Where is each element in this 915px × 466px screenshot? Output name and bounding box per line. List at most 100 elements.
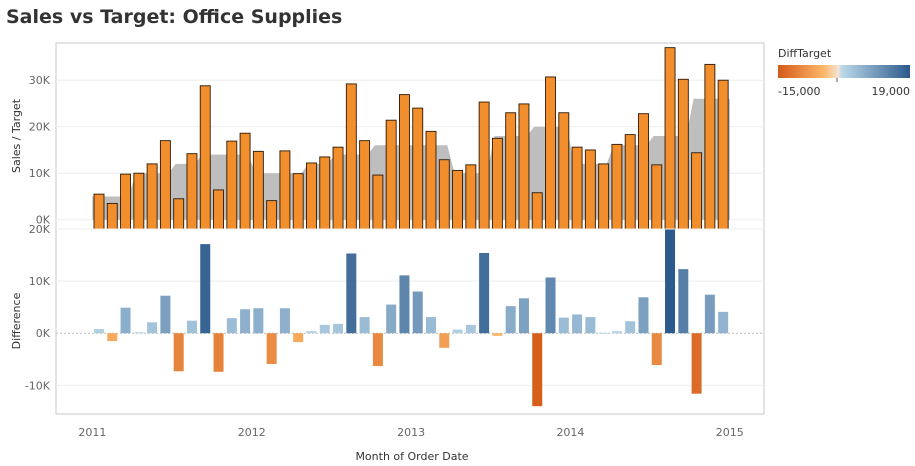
- sales-bar[interactable]: [159, 140, 171, 230]
- difference-bar[interactable]: [412, 291, 423, 334]
- sales-bar[interactable]: [664, 47, 676, 230]
- difference-bar[interactable]: [200, 244, 211, 334]
- difference-bar[interactable]: [558, 317, 569, 334]
- sales-bar[interactable]: [385, 119, 397, 230]
- difference-bar[interactable]: [319, 324, 330, 334]
- sales-bar[interactable]: [226, 140, 238, 230]
- sales-bar[interactable]: [704, 63, 716, 230]
- difference-bar[interactable]: [94, 329, 104, 334]
- sales-bar[interactable]: [598, 163, 610, 230]
- difference-bar[interactable]: [439, 333, 450, 348]
- sales-bar[interactable]: [412, 107, 424, 230]
- difference-bar[interactable]: [665, 229, 676, 334]
- sales-bar[interactable]: [558, 112, 570, 230]
- difference-bar[interactable]: [333, 323, 344, 334]
- sales-bar[interactable]: [252, 150, 264, 230]
- sales-bar[interactable]: [292, 173, 304, 230]
- difference-bar[interactable]: [426, 317, 436, 334]
- sales-bar[interactable]: [146, 163, 158, 230]
- sales-bar[interactable]: [717, 79, 729, 230]
- difference-bar[interactable]: [120, 307, 131, 334]
- sales-bar[interactable]: [452, 169, 464, 230]
- difference-bar[interactable]: [465, 324, 476, 334]
- sales-bar[interactable]: [518, 103, 530, 230]
- sales-bar[interactable]: [398, 94, 410, 230]
- sales-bar[interactable]: [93, 193, 105, 230]
- difference-bar[interactable]: [691, 333, 702, 394]
- sales-bar[interactable]: [120, 173, 132, 230]
- sales-bar[interactable]: [359, 140, 371, 230]
- difference-bar[interactable]: [704, 294, 715, 334]
- difference-bar[interactable]: [240, 309, 251, 334]
- sales-bar[interactable]: [173, 198, 185, 230]
- difference-y-axis-title: Difference: [10, 292, 23, 349]
- sales-bar[interactable]: [638, 113, 649, 230]
- difference-bar[interactable]: [651, 333, 662, 366]
- difference-bar[interactable]: [718, 311, 729, 334]
- difference-bar[interactable]: [492, 333, 503, 336]
- sales-bar[interactable]: [611, 143, 623, 230]
- sales-bar[interactable]: [345, 83, 357, 230]
- difference-bar[interactable]: [545, 277, 556, 334]
- sales-bar[interactable]: [545, 76, 556, 230]
- difference-bar[interactable]: [253, 308, 264, 334]
- sales-bar[interactable]: [491, 137, 503, 230]
- sales-bar[interactable]: [306, 162, 317, 230]
- difference-bar[interactable]: [359, 317, 370, 334]
- sales-bar[interactable]: [425, 130, 437, 230]
- difference-bar[interactable]: [279, 308, 290, 334]
- sales-bar[interactable]: [624, 134, 636, 230]
- sales-bar[interactable]: [584, 149, 596, 230]
- difference-bar[interactable]: [399, 275, 410, 334]
- sales-bar[interactable]: [239, 132, 251, 230]
- sales-bar[interactable]: [465, 164, 477, 230]
- sales-bar[interactable]: [106, 202, 118, 230]
- difference-bar[interactable]: [598, 332, 609, 334]
- difference-bar[interactable]: [611, 331, 622, 334]
- sales-bar[interactable]: [199, 85, 211, 230]
- sales-bar[interactable]: [133, 172, 145, 230]
- difference-bar[interactable]: [625, 321, 636, 334]
- sales-bar[interactable]: [279, 150, 291, 230]
- difference-bar[interactable]: [147, 322, 158, 334]
- difference-bar[interactable]: [266, 333, 277, 364]
- difference-bar[interactable]: [306, 331, 317, 334]
- sales-bar[interactable]: [332, 146, 344, 230]
- difference-bar[interactable]: [346, 253, 357, 334]
- difference-bar[interactable]: [386, 304, 397, 334]
- difference-bar[interactable]: [173, 333, 184, 372]
- sales-bar[interactable]: [505, 112, 517, 230]
- difference-bar[interactable]: [133, 332, 144, 334]
- difference-bar[interactable]: [572, 314, 583, 334]
- sales-bar[interactable]: [571, 146, 583, 230]
- sales-bar[interactable]: [438, 159, 450, 230]
- difference-bar[interactable]: [585, 317, 596, 334]
- difference-bar[interactable]: [372, 333, 383, 367]
- difference-bar[interactable]: [160, 295, 171, 334]
- difference-bar[interactable]: [107, 333, 118, 342]
- sales-bar[interactable]: [478, 101, 490, 230]
- sales-bar[interactable]: [266, 200, 278, 230]
- sales-bar[interactable]: [319, 156, 331, 230]
- sales-bar[interactable]: [651, 164, 663, 230]
- difference-gridlines: [56, 228, 764, 386]
- difference-bar[interactable]: [678, 269, 689, 334]
- sales-bar[interactable]: [213, 189, 224, 230]
- difference-bar[interactable]: [532, 333, 543, 407]
- sales-bar[interactable]: [186, 153, 198, 230]
- difference-bar[interactable]: [213, 333, 224, 372]
- difference-bar[interactable]: [638, 297, 649, 334]
- difference-bar[interactable]: [505, 306, 516, 334]
- x-tick-label: 2012: [238, 426, 266, 439]
- sales-bar[interactable]: [691, 152, 703, 230]
- sales-bar[interactable]: [372, 174, 384, 230]
- difference-bar[interactable]: [518, 298, 529, 334]
- difference-bar[interactable]: [293, 333, 304, 343]
- difference-bar[interactable]: [479, 252, 490, 334]
- sales-bar[interactable]: [531, 192, 543, 230]
- difference-bar[interactable]: [186, 320, 197, 334]
- sales-y-tick-label: 30K: [29, 74, 51, 87]
- difference-bar[interactable]: [226, 318, 237, 334]
- difference-bar[interactable]: [452, 329, 463, 334]
- sales-bar[interactable]: [677, 78, 689, 230]
